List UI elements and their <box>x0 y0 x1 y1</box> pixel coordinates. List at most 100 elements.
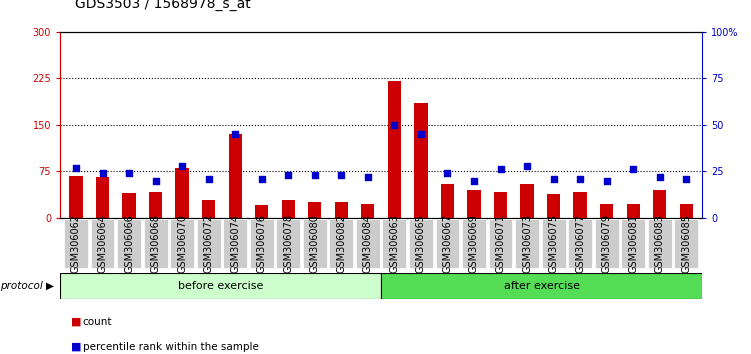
Bar <box>202 200 216 218</box>
Text: GSM306085: GSM306085 <box>681 214 691 273</box>
Bar <box>574 192 587 218</box>
FancyBboxPatch shape <box>197 219 221 268</box>
Bar <box>494 192 507 218</box>
Text: GSM306069: GSM306069 <box>469 214 479 273</box>
Text: GSM306070: GSM306070 <box>177 214 187 273</box>
Text: GSM306064: GSM306064 <box>98 214 107 273</box>
Text: GSM306071: GSM306071 <box>496 214 505 273</box>
FancyBboxPatch shape <box>330 219 353 268</box>
FancyBboxPatch shape <box>462 219 486 268</box>
Text: GSM306073: GSM306073 <box>522 214 532 273</box>
Text: GSM306080: GSM306080 <box>310 214 320 273</box>
FancyBboxPatch shape <box>303 219 327 268</box>
Point <box>336 172 348 178</box>
Text: GSM306068: GSM306068 <box>151 214 161 273</box>
Point <box>574 176 586 182</box>
Text: GSM306074: GSM306074 <box>231 214 240 273</box>
FancyBboxPatch shape <box>382 219 406 268</box>
Text: count: count <box>83 317 112 327</box>
FancyBboxPatch shape <box>170 219 194 268</box>
FancyBboxPatch shape <box>250 219 273 268</box>
Point <box>680 176 692 182</box>
Point <box>97 170 109 176</box>
Text: GSM306082: GSM306082 <box>336 214 346 273</box>
Text: GSM306076: GSM306076 <box>257 214 267 273</box>
Point <box>415 131 427 137</box>
Bar <box>335 202 348 218</box>
Point <box>149 178 161 183</box>
Text: GSM306077: GSM306077 <box>575 214 585 273</box>
Bar <box>653 190 666 218</box>
FancyBboxPatch shape <box>223 219 247 268</box>
Point <box>468 178 480 183</box>
Bar <box>69 176 83 218</box>
Point <box>388 122 400 128</box>
Point <box>442 170 454 176</box>
Bar <box>600 204 614 218</box>
Point <box>229 131 241 137</box>
Text: GSM306065: GSM306065 <box>416 214 426 273</box>
Point <box>123 170 135 176</box>
FancyBboxPatch shape <box>489 219 512 268</box>
Text: GSM306084: GSM306084 <box>363 214 372 273</box>
FancyBboxPatch shape <box>569 219 592 268</box>
Bar <box>255 205 268 218</box>
Text: before exercise: before exercise <box>178 281 264 291</box>
Point <box>176 163 189 169</box>
Bar <box>282 200 295 218</box>
Bar <box>680 204 693 218</box>
Point <box>494 167 506 172</box>
FancyBboxPatch shape <box>356 219 380 268</box>
Bar <box>122 193 136 218</box>
Point <box>601 178 613 183</box>
Bar <box>361 204 375 218</box>
Text: GSM306072: GSM306072 <box>204 214 214 273</box>
Bar <box>96 177 109 218</box>
Point <box>309 172 321 178</box>
Text: GSM306083: GSM306083 <box>655 214 665 273</box>
Point <box>362 174 374 180</box>
FancyBboxPatch shape <box>674 219 698 268</box>
Text: GSM306066: GSM306066 <box>124 214 134 273</box>
FancyBboxPatch shape <box>143 219 167 268</box>
Text: percentile rank within the sample: percentile rank within the sample <box>83 342 258 352</box>
Bar <box>441 184 454 218</box>
Text: protocol ▶: protocol ▶ <box>0 281 54 291</box>
Bar <box>388 81 401 218</box>
FancyBboxPatch shape <box>60 273 381 299</box>
Point <box>653 174 665 180</box>
Point <box>70 165 82 170</box>
Text: GSM306067: GSM306067 <box>442 214 452 273</box>
FancyBboxPatch shape <box>64 219 88 268</box>
Bar <box>415 103 427 218</box>
Text: GSM306079: GSM306079 <box>602 214 611 273</box>
FancyBboxPatch shape <box>648 219 671 268</box>
Point <box>256 176 268 182</box>
FancyBboxPatch shape <box>276 219 300 268</box>
Bar <box>308 202 321 218</box>
Text: GSM306062: GSM306062 <box>71 214 81 273</box>
Text: after exercise: after exercise <box>504 281 580 291</box>
Bar <box>520 184 534 218</box>
FancyBboxPatch shape <box>91 219 114 268</box>
FancyBboxPatch shape <box>595 219 619 268</box>
Text: ■: ■ <box>71 342 82 352</box>
Point <box>627 167 639 172</box>
FancyBboxPatch shape <box>515 219 539 268</box>
Bar <box>149 192 162 218</box>
Bar <box>467 190 481 218</box>
FancyBboxPatch shape <box>621 219 645 268</box>
Text: GDS3503 / 1568978_s_at: GDS3503 / 1568978_s_at <box>75 0 251 11</box>
Text: GSM306063: GSM306063 <box>390 214 400 273</box>
Point <box>547 176 559 182</box>
Point <box>521 163 533 169</box>
Bar <box>547 194 560 218</box>
Bar <box>626 204 640 218</box>
Text: GSM306081: GSM306081 <box>628 214 638 273</box>
Point <box>203 176 215 182</box>
Text: ■: ■ <box>71 317 82 327</box>
FancyBboxPatch shape <box>436 219 460 268</box>
FancyBboxPatch shape <box>541 219 566 268</box>
Point <box>282 172 294 178</box>
Text: GSM306075: GSM306075 <box>548 214 559 273</box>
